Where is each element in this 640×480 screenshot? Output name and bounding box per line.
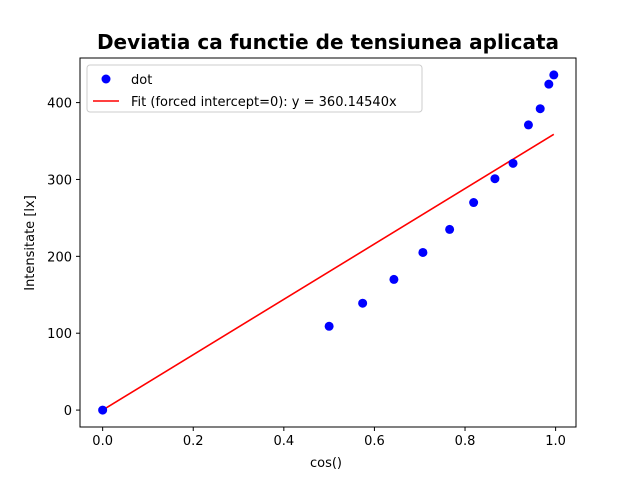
- scatter-point: [418, 247, 428, 257]
- legend: dot Fit (forced intercept=0): y = 360.145…: [86, 64, 423, 113]
- scatter-point: [445, 224, 455, 234]
- scatter-point: [490, 174, 500, 184]
- x-tick-label: 0.4: [273, 434, 294, 449]
- x-tick-label: 1.0: [545, 434, 566, 449]
- axes-frame: [79, 57, 577, 428]
- x-tick-label: 0.0: [92, 434, 113, 449]
- x-tick-label: 0.8: [455, 434, 476, 449]
- x-tick-label: 0.6: [364, 434, 385, 449]
- x-tick-label: 0.2: [183, 434, 204, 449]
- legend-marker-dot: [101, 74, 111, 84]
- scatter-point: [508, 158, 518, 168]
- y-tick-label: 200: [47, 250, 72, 265]
- scatter-point: [469, 198, 479, 208]
- y-tick-label: 100: [47, 327, 72, 342]
- y-axis-label: Intensitate [lx]: [23, 195, 38, 291]
- scatter-point: [358, 298, 368, 308]
- scatter-point: [535, 104, 545, 114]
- chart-title: Deviatia ca functie de tensiunea aplicat…: [97, 30, 559, 54]
- y-tick-label: 400: [47, 97, 72, 112]
- fit-line: [102, 133, 555, 411]
- y-tick-label: 300: [47, 173, 72, 188]
- scatter-point: [523, 120, 533, 130]
- legend-label: Fit (forced intercept=0): y = 360.14540x: [131, 95, 397, 110]
- scatter-point: [549, 70, 559, 80]
- legend-box: [86, 64, 423, 113]
- axes: 0.0 0.2 0.4 0.6 0.8 1.0 0 100 200 300 400: [47, 57, 577, 449]
- scatter-point: [544, 79, 554, 89]
- legend-label: dot: [131, 73, 152, 88]
- scatter-point: [98, 405, 108, 415]
- scatter-point: [389, 274, 399, 284]
- y-tick-label: 0: [64, 404, 72, 419]
- plot-area: [98, 70, 559, 415]
- x-axis-label: cos(): [310, 456, 342, 471]
- scatter-point: [324, 321, 334, 331]
